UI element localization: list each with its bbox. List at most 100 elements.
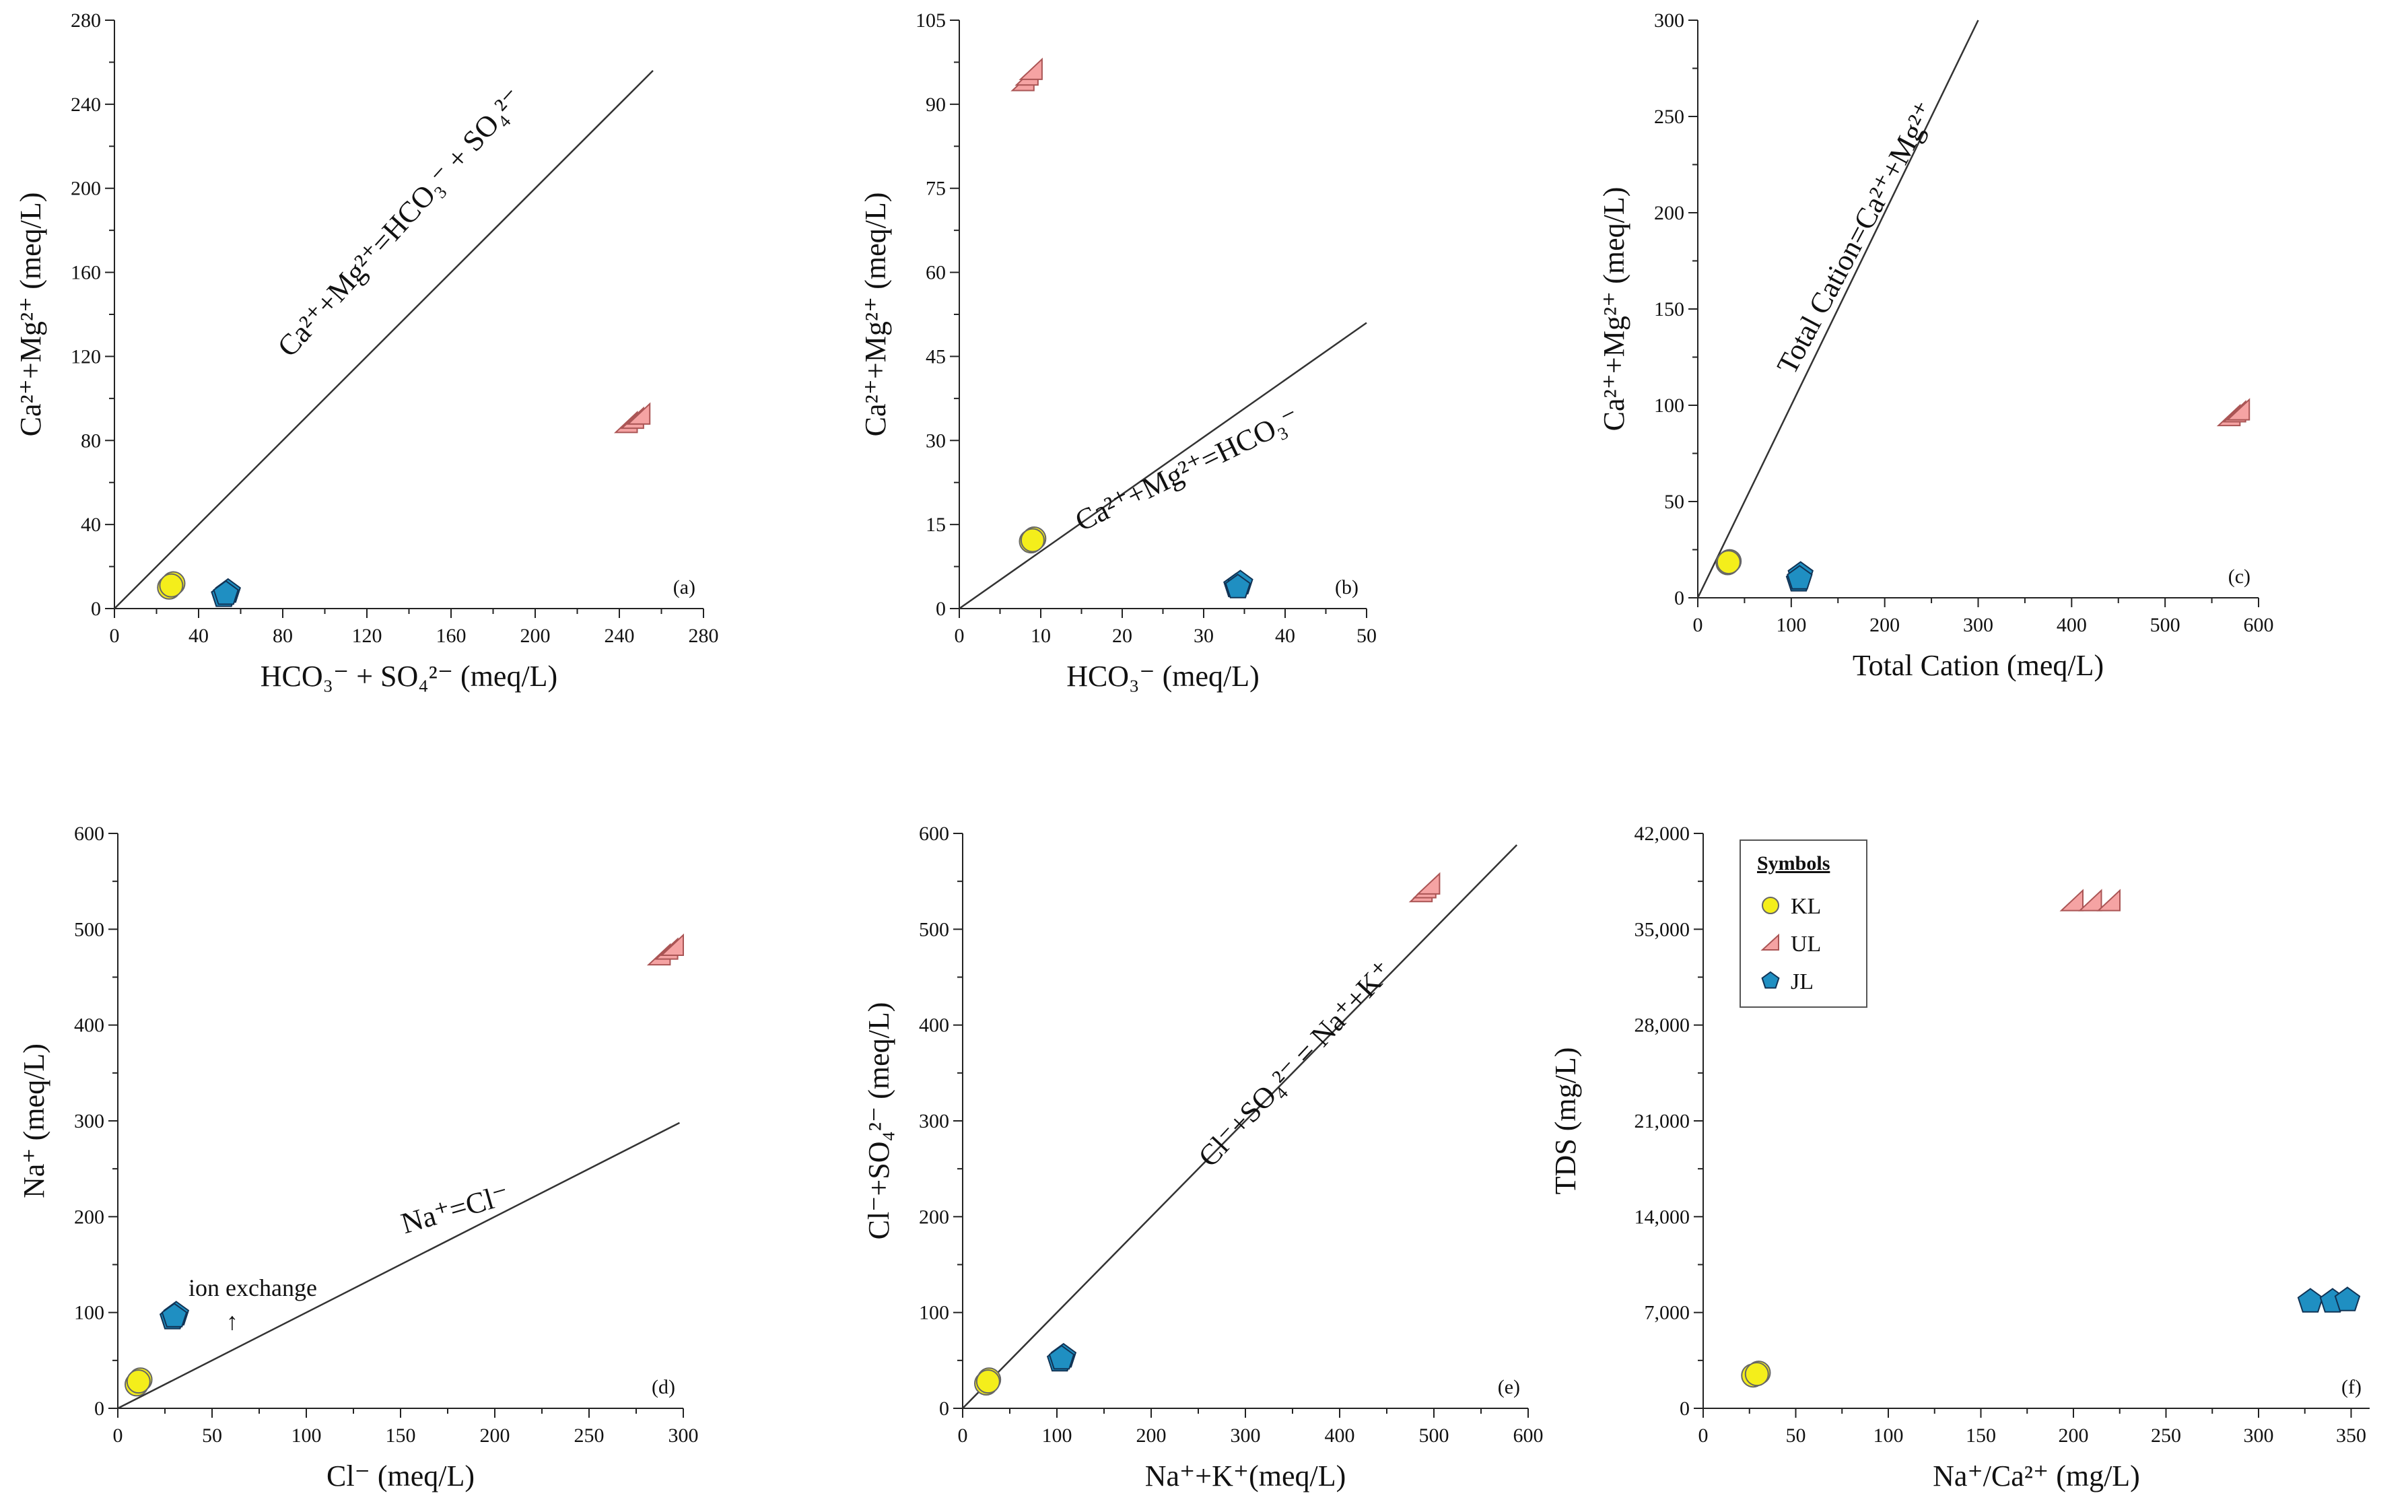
y-axis-title: Ca²⁺+Mg²⁺ (meq/L) <box>1597 187 1630 432</box>
y-tick-label: 100 <box>919 1302 949 1324</box>
ul-marker <box>2077 889 2102 912</box>
y-axis-title: Ca²⁺+Mg²⁺ (meq/L) <box>14 193 47 437</box>
ul-marker <box>626 402 651 425</box>
x-tick-label: 300 <box>2244 1424 2274 1447</box>
x-tick-label: 250 <box>574 1424 605 1447</box>
y-tick-label: 40 <box>81 514 101 536</box>
series-jl <box>2297 1286 2361 1313</box>
equiline <box>117 1122 680 1410</box>
ul-marker <box>1019 57 1043 80</box>
equiline <box>962 844 1518 1409</box>
panel-c: 0 100 200 300 400 500 600 0 50 100 150 200 250 300 Tot… <box>1597 9 2274 682</box>
y-tick-label: 400 <box>919 1015 949 1037</box>
x-tick-label: 40 <box>1275 625 1295 647</box>
x-axis-title: Na⁺/Ca²⁺ (mg/L) <box>1933 1459 2140 1492</box>
ul-legend-icon <box>1760 933 1779 951</box>
series-jl <box>1785 561 1814 592</box>
up-arrow-icon: ↑ <box>226 1308 238 1335</box>
ul-marker <box>2226 398 2250 421</box>
x-tick-label: 300 <box>1963 614 1993 636</box>
y-tick-label: 75 <box>926 178 946 200</box>
kl-marker <box>975 1369 1000 1394</box>
x-tick-label: 0 <box>110 625 120 647</box>
jl-marker <box>213 580 239 605</box>
y-tick-label: 0 <box>91 598 101 620</box>
series-kl <box>1715 549 1742 576</box>
x-tick-label: 40 <box>188 625 209 647</box>
kl-marker <box>159 573 184 598</box>
panel-a: 0 40 80 120 160 200 240 280 0 40 80 120 160 200 240 280… <box>14 9 719 693</box>
x-tick-label: 240 <box>605 625 635 647</box>
jl-marker <box>1787 565 1813 590</box>
x-tick-label: 160 <box>436 625 467 647</box>
y-tick-label: 300 <box>919 1110 949 1132</box>
panel-tag: (a) <box>673 576 695 598</box>
x-tick-label: 300 <box>1231 1424 1261 1447</box>
y-tick-label: 200 <box>74 1206 104 1228</box>
x-tick-label: 50 <box>1786 1424 1806 1447</box>
panel-b: 0 10 20 30 40 50 0 15 30 45 60 75 90 105 HCO₃⁻ (meq/L)… <box>859 9 1377 693</box>
y-tick-label: 150 <box>1654 298 1684 320</box>
legend-entry-label: UL <box>1791 932 1821 957</box>
panel-f: 0 50 100 150 200 250 300 350 0 7,000 14,000 21,000 2… <box>1549 823 2370 1492</box>
y-tick-label: 0 <box>939 1398 949 1420</box>
series-jl <box>211 578 241 607</box>
ul-marker <box>1416 872 1441 895</box>
y-tick-label: 100 <box>1654 394 1684 417</box>
equiline-label: Ca²⁺+Mg²⁺=HCO₃⁻ + SO₄²⁻ <box>271 81 529 363</box>
panel-d: 0 50 100 150 200 250 300 0 100 200 300 400 500 600 Cl⁻… <box>18 823 699 1492</box>
x-tick-label: 50 <box>202 1424 222 1447</box>
equiline <box>1696 20 1979 598</box>
x-tick-label: 500 <box>1419 1424 1449 1447</box>
y-tick-label: 100 <box>74 1302 104 1324</box>
x-tick-label: 200 <box>2059 1424 2089 1447</box>
y-tick-label: 90 <box>926 94 946 116</box>
y-tick-label: 15 <box>926 514 946 536</box>
y-tick-label: 0 <box>94 1398 104 1420</box>
y-axis-title: Na⁺ (meq/L) <box>18 1043 50 1198</box>
ul-marker <box>2096 889 2121 912</box>
x-tick-label: 150 <box>386 1424 416 1447</box>
y-tick-label: 50 <box>1664 491 1684 513</box>
y-tick-label: 120 <box>71 345 101 368</box>
series-ul <box>2059 889 2121 912</box>
jl-marker <box>2297 1288 2324 1313</box>
x-axis-title: HCO₃⁻ (meq/L) <box>1066 660 1260 693</box>
x-tick-label: 600 <box>1513 1424 1544 1447</box>
y-tick-label: 30 <box>926 429 946 452</box>
x-axis-title: HCO₃⁻ + SO₄²⁻ (meq/L) <box>261 660 557 693</box>
x-tick-label: 350 <box>2336 1424 2366 1447</box>
x-tick-label: 30 <box>1194 625 1214 647</box>
equiline-label: Total Cation=Ca²⁺+Mg²⁺ <box>1770 96 1942 380</box>
series-jl <box>1223 570 1253 598</box>
y-tick-label: 60 <box>926 262 946 284</box>
y-axis-title: TDS (mg/L) <box>1549 1047 1582 1195</box>
y-tick-label: 280 <box>71 9 101 32</box>
y-tick-label: 0 <box>936 598 946 620</box>
y-tick-label: 600 <box>919 823 949 845</box>
kl-marker <box>1716 550 1741 575</box>
jl-marker <box>2334 1286 2361 1311</box>
kl-marker <box>1744 1362 1769 1387</box>
kl-legend-icon <box>1762 897 1779 914</box>
series-kl <box>1019 526 1047 554</box>
panels: 0 40 80 120 160 200 240 28004080120160200240280… <box>14 9 2370 1492</box>
x-tick-label: 0 <box>1698 1424 1709 1447</box>
panel-e: 0 100 200 300 400 500 600 0 100 200 300 400 500 600 Na… <box>862 823 1544 1492</box>
legend: Symbols KL UL JL <box>1740 839 1867 1008</box>
equiline <box>959 322 1367 610</box>
y-tick-label: 0 <box>1680 1398 1690 1420</box>
y-tick-label: 28,000 <box>1635 1015 1690 1037</box>
equiline-label: Cl⁻+SO₄²⁻ = Na⁺+K⁺ <box>1192 955 1399 1173</box>
panel-tag: (e) <box>1498 1376 1520 1398</box>
y-tick-label: 500 <box>919 918 949 940</box>
panel-tag: (f) <box>2341 1376 2362 1398</box>
y-tick-label: 400 <box>74 1015 104 1037</box>
x-axis-title: Total Cation (meq/L) <box>1853 649 2104 682</box>
x-tick-label: 100 <box>1776 614 1806 636</box>
x-tick-label: 200 <box>1869 614 1900 636</box>
ul-marker <box>2059 889 2084 912</box>
x-tick-label: 0 <box>955 625 965 647</box>
jl-marker <box>1048 1344 1075 1370</box>
